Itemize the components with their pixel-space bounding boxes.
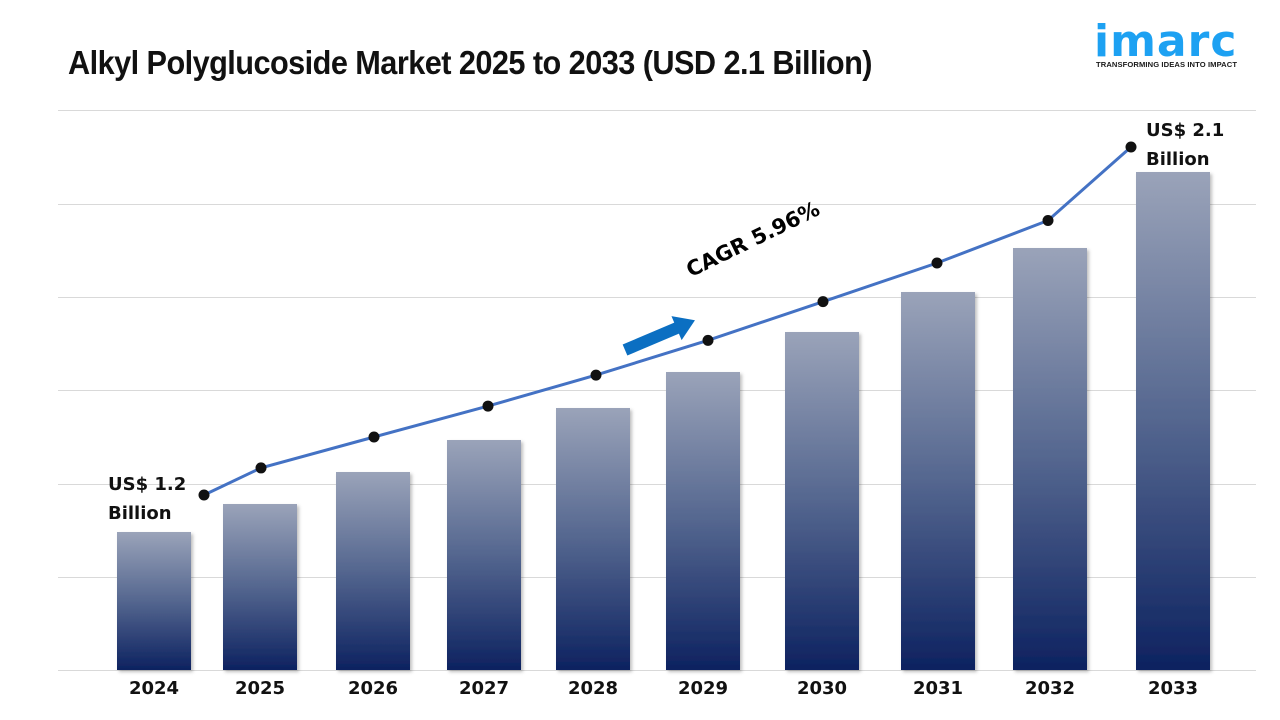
marker-2027 xyxy=(482,400,494,412)
chart-title: Alkyl Polyglucoside Market 2025 to 2033 … xyxy=(68,44,872,81)
x-label-2031: 2031 xyxy=(912,678,964,699)
bar-2030 xyxy=(785,332,859,670)
x-label-2030: 2030 xyxy=(796,678,848,699)
marker-2032 xyxy=(1042,214,1054,226)
bar-2032 xyxy=(1013,248,1087,670)
x-label-2033: 2033 xyxy=(1147,678,1199,699)
x-label-2026: 2026 xyxy=(347,678,399,699)
marker-2028 xyxy=(590,369,602,381)
x-label-2029: 2029 xyxy=(677,678,729,699)
start-value-line1: US$ 1.2 xyxy=(108,474,187,495)
bar-2024 xyxy=(117,532,191,670)
bar-2028 xyxy=(556,408,630,670)
logo-wordmark: imarc xyxy=(1094,16,1238,67)
logo-tagline: TRANSFORMING IDEAS INTO IMPACT xyxy=(1096,60,1238,69)
bar-2031 xyxy=(901,292,975,670)
end-value-label: US$ 2.1 Billion xyxy=(1146,116,1224,174)
bar-2033 xyxy=(1136,172,1210,670)
marker-2031 xyxy=(931,257,943,269)
marker-2029 xyxy=(702,334,714,346)
bar-series xyxy=(117,172,1210,670)
x-label-2028: 2028 xyxy=(567,678,619,699)
marker-2030 xyxy=(817,296,829,308)
bar-2025 xyxy=(223,504,297,670)
bar-2027 xyxy=(447,440,521,670)
cagr-arrow-icon xyxy=(622,316,695,356)
imarc-logo: imarc TRANSFORMING IDEAS INTO IMPACT xyxy=(1094,14,1260,74)
bar-2029 xyxy=(666,372,740,670)
marker-2026 xyxy=(368,431,380,443)
trend-markers xyxy=(198,141,1137,501)
x-label-2025: 2025 xyxy=(234,678,286,699)
end-value-line2: Billion xyxy=(1146,149,1210,170)
end-value-line1: US$ 2.1 xyxy=(1146,120,1225,141)
x-label-2024: 2024 xyxy=(128,678,180,699)
x-label-2032: 2032 xyxy=(1024,678,1076,699)
trend-line xyxy=(203,145,1132,497)
x-label-2027: 2027 xyxy=(458,678,510,699)
marker-2025 xyxy=(255,462,267,474)
bar-2026 xyxy=(336,472,410,670)
marker-2024 xyxy=(198,489,210,501)
marker-2033 xyxy=(1125,141,1137,153)
start-value-line2: Billion xyxy=(108,503,172,524)
start-value-label: US$ 1.2 Billion xyxy=(108,470,186,528)
